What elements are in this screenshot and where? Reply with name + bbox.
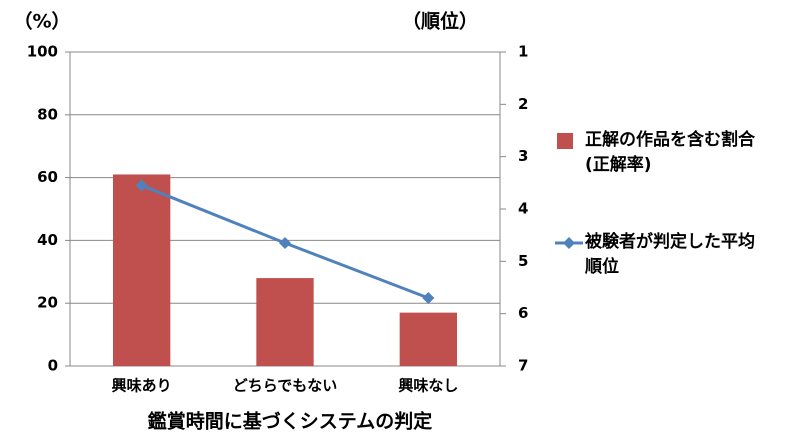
x-axis-label: 鑑賞時間に基づくシステムの判定 bbox=[148, 410, 432, 433]
x-tick-label: 興味なし bbox=[398, 377, 458, 395]
y-tick-label: 0 bbox=[48, 357, 58, 375]
legend-swatch bbox=[557, 133, 573, 149]
marker bbox=[422, 291, 435, 304]
bar bbox=[256, 278, 314, 366]
marker bbox=[135, 179, 148, 192]
y-tick-label: 60 bbox=[37, 168, 58, 186]
legend-swatch bbox=[555, 237, 583, 249]
y2-tick-label: 5 bbox=[518, 252, 528, 270]
y-tick-label: 100 bbox=[27, 43, 58, 61]
y2-tick-label: 7 bbox=[518, 357, 528, 375]
y-tick-label: 20 bbox=[37, 294, 58, 312]
y2-tick-label: 1 bbox=[518, 43, 528, 61]
legend-marker bbox=[563, 237, 575, 249]
y2-tick-label: 6 bbox=[518, 304, 528, 322]
x-tick-label: 興味あり bbox=[112, 377, 172, 395]
y-tick-label: 40 bbox=[37, 231, 58, 249]
bar bbox=[113, 174, 171, 366]
marker bbox=[279, 237, 291, 250]
y2-axis-label: （順位） bbox=[402, 10, 478, 33]
bar bbox=[399, 312, 457, 366]
y2-tick-label: 4 bbox=[518, 200, 528, 218]
x-tick-label: どちらでもない bbox=[233, 377, 338, 395]
legend-label: 正解の作品を含む割合(正解率) bbox=[585, 130, 755, 175]
legend-label: 被験者が判定した平均順位 bbox=[585, 232, 755, 277]
y-axis-label: （%） bbox=[13, 10, 70, 33]
y2-tick-label: 3 bbox=[518, 147, 528, 165]
y-tick-label: 80 bbox=[37, 105, 58, 123]
y2-tick-label: 2 bbox=[518, 95, 528, 113]
legend-rect bbox=[557, 133, 573, 149]
